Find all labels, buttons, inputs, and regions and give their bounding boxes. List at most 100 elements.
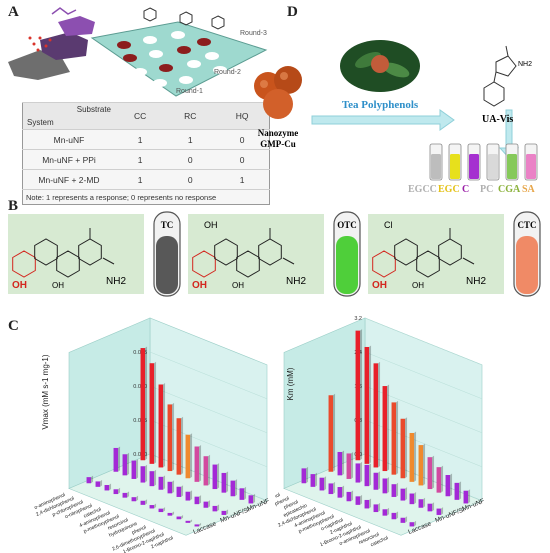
bar-side xyxy=(441,465,444,493)
cuvette-liquid xyxy=(450,154,460,179)
bar-side xyxy=(172,480,175,494)
bar-side xyxy=(450,473,453,497)
bar-side xyxy=(145,499,148,505)
grid-line xyxy=(149,351,268,400)
bar-Laccase xyxy=(400,517,406,523)
bar-side xyxy=(423,443,426,486)
cuvette-row xyxy=(429,143,538,181)
bar-side xyxy=(199,522,202,527)
bar-Mn-uNF/Si xyxy=(418,499,424,508)
bar-Mn-uNF xyxy=(185,434,191,479)
bar-side xyxy=(378,502,381,513)
bar-Laccase xyxy=(355,496,361,505)
row-system: Mn-uNF + PPi xyxy=(22,149,115,170)
bar-side xyxy=(100,479,103,487)
bar-side xyxy=(414,431,417,482)
bar-Laccase xyxy=(131,497,137,502)
panel-label-d: D xyxy=(287,4,298,20)
bar-side xyxy=(414,520,417,527)
structure-background xyxy=(188,214,324,294)
bar-side xyxy=(351,490,354,502)
test-tube-label: TC xyxy=(161,220,174,230)
drug-block: OH NH2 OH Cl CTC xyxy=(368,211,541,297)
bar-side xyxy=(145,464,148,483)
ring-oh: OH xyxy=(52,281,64,290)
cell: 0 xyxy=(215,149,270,170)
bar-Mn-uNF xyxy=(454,482,460,500)
bar-Mn-uNF xyxy=(194,446,200,482)
bar-Mn-uNF/Si xyxy=(382,478,388,494)
bar-side xyxy=(369,463,372,487)
bar-side xyxy=(226,509,229,515)
bar-Mn-uNF xyxy=(212,464,218,490)
bar-side xyxy=(163,475,166,490)
bar-side xyxy=(199,495,202,505)
ring-skeleton xyxy=(372,228,475,278)
bar-side xyxy=(109,483,112,491)
bar-Laccase xyxy=(149,505,155,509)
assay-plate xyxy=(90,21,268,97)
bar-side xyxy=(396,511,399,520)
y-tick-label: 0.000 xyxy=(133,452,147,458)
cell: 0 xyxy=(165,169,216,190)
bar-Mn-uNF/Si xyxy=(427,503,433,512)
bar-Mn-uNF xyxy=(203,456,209,486)
bar-Laccase xyxy=(364,499,370,509)
bar-side xyxy=(333,393,336,472)
ring-oh: OH xyxy=(232,281,244,290)
violet-sheet xyxy=(58,16,95,36)
bar-Mn-uNF/Si xyxy=(364,464,370,487)
bar-side xyxy=(91,475,94,484)
bar-side xyxy=(324,476,327,491)
bar-side xyxy=(387,507,390,516)
col-header-hq: HQ xyxy=(215,102,270,130)
bar-Mn-uNF xyxy=(373,363,379,468)
cell: 1 xyxy=(215,169,270,190)
header-substrate: Substrate xyxy=(76,105,111,114)
cell: 1 xyxy=(115,169,166,190)
amide-nh2: NH2 xyxy=(286,276,306,287)
bar-Mn-uNF/Si xyxy=(140,466,146,483)
bar-Mn-uNF/Si xyxy=(346,453,352,479)
bar-side xyxy=(127,491,130,498)
bar-Mn-uNF xyxy=(445,475,451,497)
cuvette-liquid xyxy=(507,154,517,179)
bar-side xyxy=(154,503,157,509)
bar-Laccase xyxy=(176,516,182,520)
bar-side xyxy=(226,471,229,493)
bar-Laccase xyxy=(328,483,334,495)
bar-side xyxy=(369,498,372,509)
polyphenol-label: EGCC xyxy=(408,184,437,195)
grid-line xyxy=(364,317,483,366)
bar-Mn-uNF/Si xyxy=(113,447,119,472)
drug-block: OH NH2 OH TC xyxy=(8,211,181,297)
polyphenol-label: C xyxy=(462,184,469,195)
y-tick-label: 0.015 xyxy=(133,350,147,356)
bar-side xyxy=(136,459,139,479)
bar-Mn-uNF/Si xyxy=(409,493,415,505)
bar-side xyxy=(387,384,390,472)
bar-Mn-uNF/Si xyxy=(167,481,173,494)
bar-side xyxy=(306,466,309,484)
response-table: Substrate System CC RC HQ Mn-uNF 1 1 0 M… xyxy=(22,102,270,205)
table-row: Mn-uNF + 2-MD 1 0 1 xyxy=(22,169,270,190)
bar-side xyxy=(342,485,345,498)
bar-Mn-uNF xyxy=(248,495,254,504)
bar-Mn-uNF/Si xyxy=(149,471,155,487)
polyphenol-labels: EGCC EGC C PC CGA SA xyxy=(408,184,536,195)
arrow-right xyxy=(311,109,455,131)
bar-side xyxy=(172,402,175,472)
bar-Laccase xyxy=(122,492,128,498)
ring-skeleton xyxy=(12,228,115,278)
bar-side xyxy=(253,493,256,504)
panel-a-illustration: Round-3 Round-2 Round-1 xyxy=(8,7,268,97)
bar-side xyxy=(432,455,435,490)
nanozyme-spheres xyxy=(254,66,302,119)
y-axis-label: Km (mM) xyxy=(286,367,295,400)
bar-side xyxy=(342,450,345,476)
bar-Mn-uNF xyxy=(391,402,397,475)
polyphenol-label: SA xyxy=(522,184,536,195)
bar-side xyxy=(414,492,417,505)
panel-label-a: A xyxy=(8,4,19,20)
